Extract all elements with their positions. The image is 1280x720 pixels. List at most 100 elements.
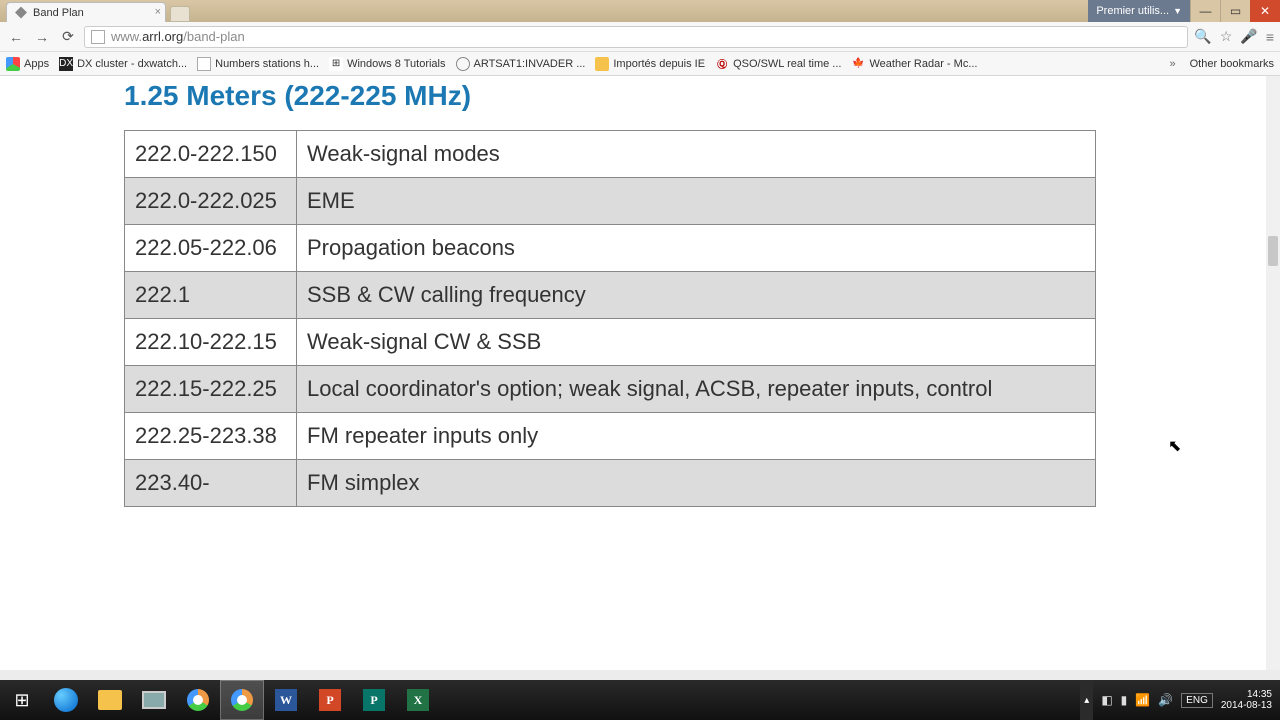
bookmark-icon: ⊞ [329, 57, 343, 71]
chrome-icon [231, 689, 253, 711]
tab-close-icon[interactable]: × [155, 6, 161, 18]
wifi-icon[interactable]: 📶 [1135, 693, 1150, 707]
taskbar-excel[interactable]: X [396, 680, 440, 720]
taskbar-app[interactable] [132, 680, 176, 720]
usage-cell: EME [297, 178, 1096, 225]
bookmark-icon: DX [59, 57, 73, 71]
tray-icon[interactable]: ◧ [1101, 693, 1112, 707]
usage-cell: Propagation beacons [297, 225, 1096, 272]
apps-button[interactable]: Apps [6, 57, 49, 71]
powerpoint-icon: P [319, 689, 341, 711]
chevron-down-icon: ▼ [1173, 6, 1182, 16]
url-prefix: www. [111, 29, 142, 44]
freq-cell: 222.05-222.06 [125, 225, 297, 272]
table-row: 223.40-FM simplex [125, 460, 1096, 507]
bookmark-item[interactable]: Importés depuis IE [595, 57, 705, 71]
new-tab-button[interactable] [170, 6, 190, 22]
freq-cell: 222.0-222.150 [125, 131, 297, 178]
table-row: 222.05-222.06Propagation beacons [125, 225, 1096, 272]
bookmark-icon [456, 57, 470, 71]
start-button[interactable]: ⊞ [0, 680, 44, 720]
folder-icon [98, 690, 122, 710]
bookmark-icon: 🍁 [851, 57, 865, 71]
apps-label: Apps [24, 58, 49, 70]
page-viewport: 1.25 Meters (222-225 MHz) 222.0-222.150W… [0, 76, 1280, 670]
taskbar-chrome[interactable] [176, 680, 220, 720]
table-row: 222.25-223.38FM repeater inputs only [125, 413, 1096, 460]
toolbar: ← → ⟳ www.arrl.org/band-plan 🔍 ☆ 🎤 ≡ [0, 22, 1280, 52]
vertical-scrollbar[interactable] [1266, 76, 1280, 670]
tab-strip: Band Plan × [6, 0, 190, 22]
page-content: 1.25 Meters (222-225 MHz) 222.0-222.150W… [0, 76, 1280, 507]
other-bookmarks-button[interactable]: Other bookmarks [1186, 58, 1274, 70]
usage-cell: SSB & CW calling frequency [297, 272, 1096, 319]
mic-icon[interactable]: 🎤 [1240, 28, 1257, 45]
bookmarks-overflow-button[interactable]: » [1170, 58, 1176, 70]
freq-cell: 222.10-222.15 [125, 319, 297, 366]
bookmark-item[interactable]: ARTSAT1:INVADER ... [456, 57, 586, 71]
taskbar-chrome-active[interactable] [220, 680, 264, 720]
table-row: 222.0-222.025EME [125, 178, 1096, 225]
bookmark-item[interactable]: ⓆQSO/SWL real time ... [715, 57, 841, 71]
publisher-icon: P [363, 689, 385, 711]
chevron-up-icon: ▴ [1084, 695, 1089, 706]
usage-cell: FM repeater inputs only [297, 413, 1096, 460]
ie-icon [54, 688, 78, 712]
taskbar-explorer[interactable] [88, 680, 132, 720]
usage-cell: FM simplex [297, 460, 1096, 507]
maximize-button[interactable]: ▭ [1220, 0, 1250, 22]
other-bookmarks-label: Other bookmarks [1190, 58, 1274, 70]
bookmark-item[interactable]: ⊞ Windows 8 Tutorials [329, 57, 445, 71]
user-label: Premier utilis... [1096, 5, 1169, 17]
clock[interactable]: 14:35 2014-08-13 [1221, 689, 1272, 711]
bookmark-item[interactable]: Numbers stations h... [197, 57, 319, 71]
folder-icon [595, 57, 609, 71]
horizontal-scrollbar[interactable] [0, 670, 1280, 680]
page-heading: 1.25 Meters (222-225 MHz) [124, 80, 1280, 112]
address-bar[interactable]: www.arrl.org/band-plan [84, 26, 1188, 48]
freq-cell: 222.0-222.025 [125, 178, 297, 225]
scrollbar-thumb[interactable] [1268, 236, 1278, 266]
system-tray: ◧ ▮ 📶 🔊 ENG 14:35 2014-08-13 [1093, 680, 1280, 720]
zoom-icon[interactable]: 🔍 [1194, 28, 1211, 45]
bookmarks-bar: Apps DX DX cluster - dxwatch... Numbers s… [0, 52, 1280, 76]
menu-icon[interactable]: ≡ [1266, 29, 1274, 45]
taskbar-publisher[interactable]: P [352, 680, 396, 720]
bookmark-icon: Ⓠ [715, 57, 729, 71]
volume-icon[interactable]: 🔊 [1158, 693, 1173, 707]
table-row: 222.1SSB & CW calling frequency [125, 272, 1096, 319]
usage-cell: Weak-signal CW & SSB [297, 319, 1096, 366]
language-indicator[interactable]: ENG [1181, 693, 1213, 708]
taskbar-word[interactable]: W [264, 680, 308, 720]
network-icon[interactable]: ▮ [1121, 693, 1128, 707]
taskbar-powerpoint[interactable]: P [308, 680, 352, 720]
forward-button[interactable]: → [32, 27, 52, 47]
bookmark-label: Windows 8 Tutorials [347, 58, 445, 70]
clock-time: 14:35 [1221, 689, 1272, 700]
minimize-button[interactable]: — [1190, 0, 1220, 22]
bookmark-label: DX cluster - dxwatch... [77, 58, 187, 70]
freq-cell: 222.25-223.38 [125, 413, 297, 460]
url-path: /band-plan [183, 29, 244, 44]
bookmark-star-icon[interactable]: ☆ [1220, 28, 1233, 45]
windows-taskbar: ⊞ W P P X ▴ ◧ ▮ 📶 🔊 ENG 14:35 2014-08-13 [0, 680, 1280, 720]
bookmark-item[interactable]: DX DX cluster - dxwatch... [59, 57, 187, 71]
bookmark-icon [197, 57, 211, 71]
taskbar-ie[interactable] [44, 680, 88, 720]
close-button[interactable]: ✕ [1250, 0, 1280, 22]
browser-tab[interactable]: Band Plan × [6, 2, 166, 22]
freq-cell: 222.15-222.25 [125, 366, 297, 413]
back-button[interactable]: ← [6, 27, 26, 47]
bookmark-item[interactable]: 🍁Weather Radar - Mc... [851, 57, 977, 71]
tray-overflow[interactable]: ▴ [1080, 680, 1093, 720]
freq-cell: 223.40- [125, 460, 297, 507]
page-icon [91, 30, 105, 44]
apps-icon [6, 57, 20, 71]
usage-cell: Local coordinator's option; weak signal,… [297, 366, 1096, 413]
chrome-user-button[interactable]: Premier utilis... ▼ [1088, 0, 1190, 22]
freq-cell: 222.1 [125, 272, 297, 319]
table-row: 222.0-222.150Weak-signal modes [125, 131, 1096, 178]
url-domain: arrl.org [142, 29, 183, 44]
reload-button[interactable]: ⟳ [58, 27, 78, 47]
word-icon: W [275, 689, 297, 711]
